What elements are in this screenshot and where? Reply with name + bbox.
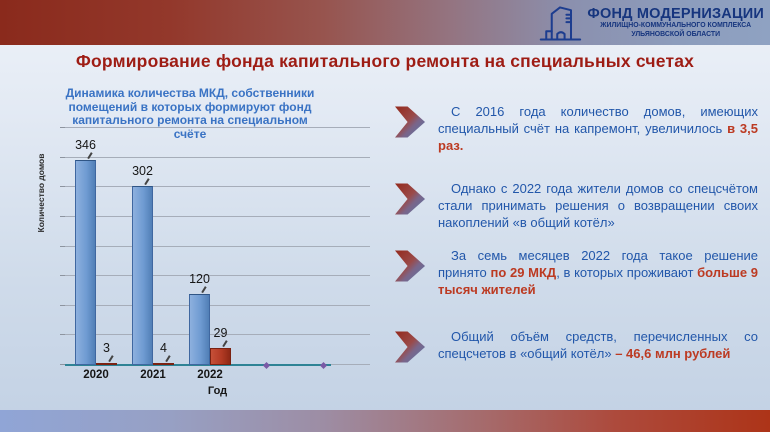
logo-subtitle-2: УЛЬЯНОВСКОЙ ОБЛАСТИ [631,31,721,38]
x-axis-category-label: 2021 [140,369,166,381]
bar-spec-account-houses-2022 [189,293,210,365]
label-leader-line [221,339,227,347]
highlight-text: больше 9 тысяч жителей [438,264,758,297]
y-axis-tick [60,186,65,188]
chart-title: Динамика количества МКД, собственники по… [65,86,315,141]
gridline [65,304,370,306]
y-axis-tick [60,334,65,336]
body-text: За семь месяцев 2022 года такое решение … [438,248,758,280]
x-axis-baseline [65,364,331,366]
gridline [65,215,370,217]
y-axis-tick [60,127,65,128]
bar-returned-to-common-2020 [96,363,117,365]
body-text: , в которых проживают [556,264,698,280]
y-axis-tick [60,215,65,217]
gridline [65,334,370,336]
bar-spec-account-houses-2020 [75,160,96,365]
highlight-text: в 3,5 раз. [438,120,758,153]
bar-value-label: 346 [75,138,96,152]
label-leader-line [164,354,170,362]
chevron-arrow-icon [395,106,426,138]
panel-text: Общий объём средств, перечисленных со сп… [438,329,758,363]
plot-area: Количество домов Год 346 3 2020 302 4 2021 120… [36,127,370,397]
body-text: Однако с 2022 года жители домов со спецс… [438,181,758,230]
chevron-arrow-icon [395,250,426,282]
slide-title: Формирование фонда капитального ремонта … [75,51,695,71]
body-text: С 2016 года количество домов, имеющих сп… [438,104,758,136]
bar-value-label: 3 [103,341,110,356]
building-icon [540,6,582,41]
info-panel-1: С 2016 года количество домов, имеющих сп… [395,104,758,154]
gridline [65,275,370,277]
panel-text: С 2016 года количество домов, имеющих сп… [438,104,758,154]
bar-value-label: 120 [189,271,210,286]
gridline [65,186,370,188]
bar-returned-to-common-2022 [210,347,231,365]
label-leader-line [107,355,113,363]
x-axis-category-label: 2020 [83,369,109,381]
top-gradient-band [0,0,770,45]
highlight-text: по 29 МКД [490,264,557,280]
bottom-gradient-band [0,410,770,432]
logo: ФОНД МОДЕРНИЗАЦИИ ЖИЛИЩНО-КОММУНАЛЬНОГО … [538,2,764,44]
bar-value-label: 302 [132,164,153,179]
info-panel-2: Однако с 2022 года жители домов со спецс… [395,181,758,231]
bar-value-label: 29 [213,325,228,340]
chevron-arrow-icon [395,183,426,215]
gridline [65,156,370,158]
label-leader-line [200,286,206,293]
logo-subtitle-1: ЖИЛИЩНО-КОММУНАЛЬНОГО КОМПЛЕКСА [600,22,752,30]
y-axis-title: Количество домов [36,153,46,233]
logo-title: ФОНД МОДЕРНИЗАЦИИ [587,6,764,23]
y-axis-tick [60,275,65,277]
chevron-arrow-icon [395,331,426,363]
label-leader-line [86,152,92,159]
x-axis-category-label: 2022 [197,369,223,381]
bar-spec-account-houses-2021 [132,186,153,365]
gridline [65,127,370,128]
y-axis-tick [60,364,65,365]
y-axis-tick [60,304,65,306]
chart-region: Динамика количества МКД, собственники по… [36,86,370,397]
label-leader-line [143,178,149,185]
panel-text: За семь месяцев 2022 года такое решение … [438,248,758,298]
bar-value-label: 4 [160,340,167,355]
info-panel-4: Общий объём средств, перечисленных со сп… [395,329,758,363]
gridline [65,245,370,247]
x-axis-title: Год [207,385,228,397]
highlight-text: – 46,6 млн рублей [615,345,731,361]
panel-text: Однако с 2022 года жители домов со спецс… [438,181,758,231]
body-text: Общий объём средств, перечисленных со сп… [438,329,758,361]
info-panel-3: За семь месяцев 2022 года такое решение … [395,248,758,298]
bar-returned-to-common-2021 [153,362,174,365]
info-panels: С 2016 года количество домов, имеющих сп… [395,0,760,432]
y-axis-tick [60,245,65,247]
y-axis-tick [60,156,65,158]
